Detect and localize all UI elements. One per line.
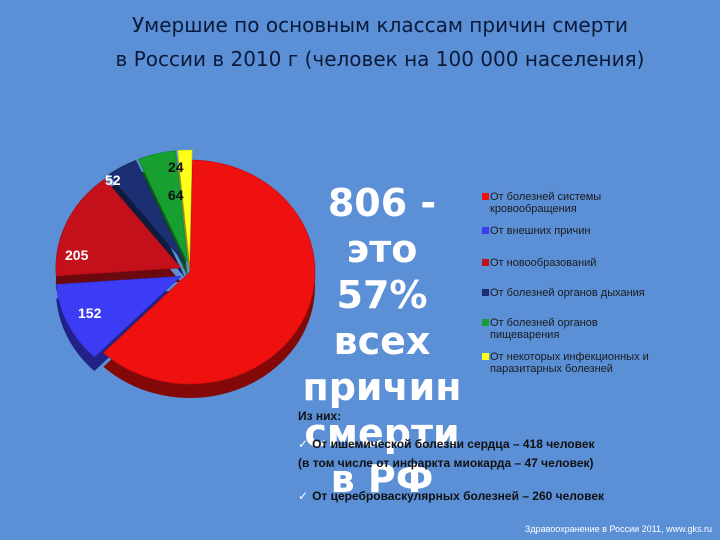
legend-item: От болезней органов пищеварения bbox=[482, 317, 712, 341]
pie-value-label: 52 bbox=[105, 172, 121, 188]
pie-value-label: 152 bbox=[78, 305, 102, 321]
legend-label: От некоторых инфекционных и bbox=[490, 351, 649, 363]
legend-item: От болезней системы кровообращения bbox=[482, 191, 712, 215]
legend-label: От внешних причин bbox=[490, 225, 591, 237]
note-infarction: (в том числе от инфаркта миокарда – 47 ч… bbox=[298, 456, 594, 470]
pie-value-label: 24 bbox=[168, 159, 184, 175]
big-claim-line-3: всех bbox=[333, 319, 431, 363]
legend-label: От болезней системы bbox=[490, 191, 602, 203]
legend-item: От некоторых инфекционных и паразитарных … bbox=[482, 351, 712, 375]
big-claim-line-0: 806 - bbox=[327, 181, 437, 225]
pie-slice bbox=[55, 178, 182, 277]
legend-label: паразитарных болезней bbox=[490, 363, 613, 375]
note-ischemic: ✓ От ишемической болезни сердца – 418 чел… bbox=[298, 436, 595, 452]
pie-slice bbox=[102, 159, 316, 385]
pie-value-label: 205 bbox=[65, 247, 89, 263]
legend-label: От болезней органов bbox=[490, 317, 598, 329]
legend-label: кровообращения bbox=[490, 203, 577, 215]
note-cerebrovascular: ✓ От цереброваскулярных болезней – 260 че… bbox=[298, 488, 604, 504]
legend-swatch bbox=[482, 353, 489, 360]
legend-swatch bbox=[482, 193, 489, 200]
legend-swatch bbox=[482, 259, 489, 266]
legend-label: пищеварения bbox=[490, 329, 560, 341]
check-icon: ✓ bbox=[298, 437, 309, 451]
legend-item: От болезней органов дыхания bbox=[482, 287, 712, 299]
title-line-2: в России в 2010 г (человек на 100 000 на… bbox=[115, 47, 645, 71]
big-claim-line-2: 57% bbox=[336, 273, 428, 317]
slide-title: Умершие по основным классам причин смерт… bbox=[40, 8, 720, 76]
source-citation: Здравоохранение в России 2011, www.gks.r… bbox=[524, 524, 712, 534]
note-cerebrovascular-text: От цереброваскулярных болезней – 260 чел… bbox=[312, 489, 604, 503]
legend-item: От новообразований bbox=[482, 257, 712, 269]
big-claim: 806 - это 57% всех причин смерти в РФ bbox=[292, 180, 472, 502]
big-claim-line-1: это bbox=[346, 227, 418, 271]
pie-value-label: 64 bbox=[168, 187, 184, 203]
check-icon: ✓ bbox=[298, 489, 309, 503]
title-line-1: Умершие по основным классам причин смерт… bbox=[131, 13, 629, 37]
big-claim-line-5: смерти bbox=[304, 411, 460, 455]
legend-swatch bbox=[482, 227, 489, 234]
pie-slice bbox=[177, 149, 193, 263]
pie-slice bbox=[137, 150, 188, 263]
legend-swatch bbox=[482, 319, 489, 326]
legend-label: От болезней органов дыхания bbox=[490, 287, 645, 299]
notes-header: Из них: bbox=[298, 409, 342, 423]
pie-slice bbox=[108, 160, 186, 264]
legend-swatch bbox=[482, 289, 489, 296]
note-ischemic-text: От ишемической болезни сердца – 418 чело… bbox=[312, 437, 595, 451]
pie-slice bbox=[55, 275, 182, 358]
big-claim-line-6: в РФ bbox=[330, 457, 434, 501]
big-claim-line-4: причин bbox=[302, 365, 462, 409]
legend-label: От новообразований bbox=[490, 257, 597, 269]
legend-item: От внешних причин bbox=[482, 225, 712, 237]
